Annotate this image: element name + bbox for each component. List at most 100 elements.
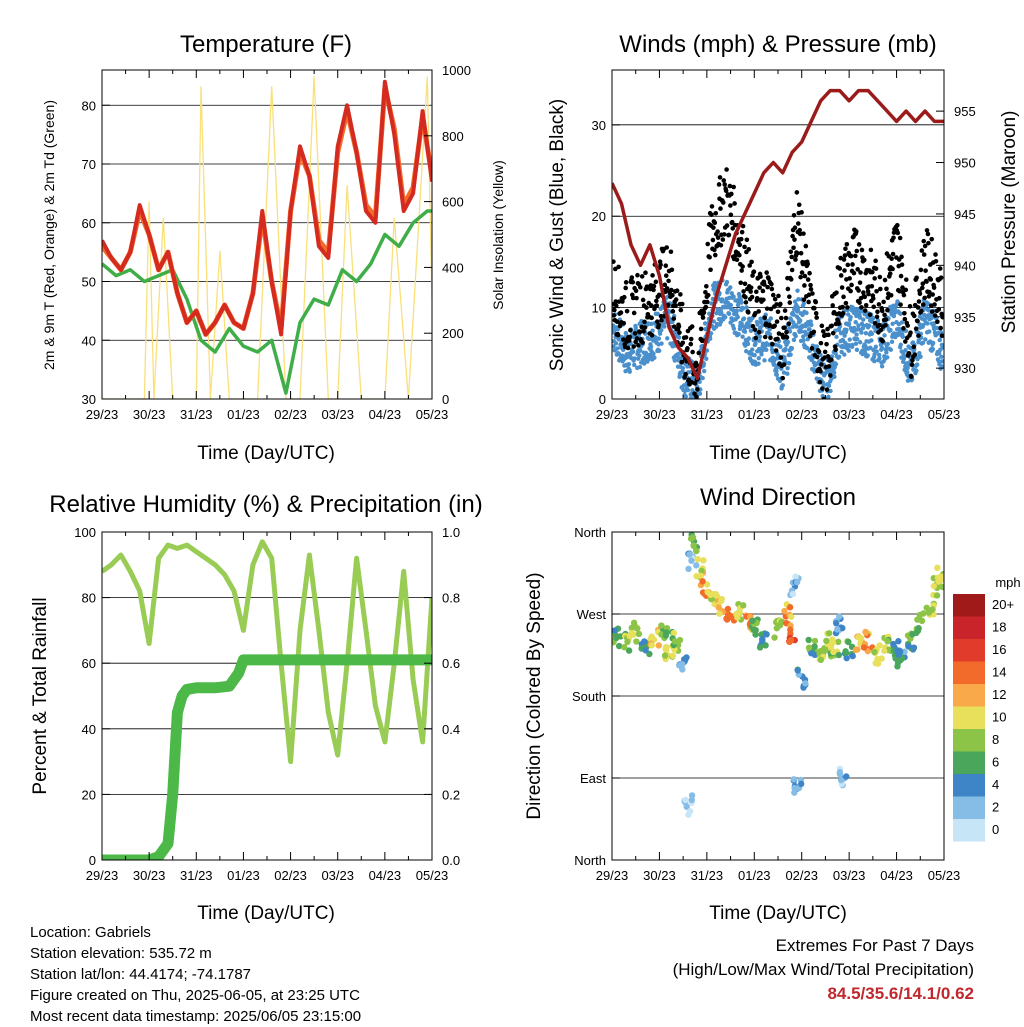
wind-point (740, 306, 746, 311)
gust-point (779, 315, 784, 321)
direction-point (830, 648, 837, 656)
gust-point (870, 296, 876, 301)
direction-point (630, 619, 638, 626)
gust-point (769, 281, 774, 287)
gust-point (814, 354, 820, 360)
gust-point (838, 273, 844, 278)
gust-point (878, 286, 883, 292)
wind-point (826, 394, 831, 399)
extremes-line1: Extremes For Past 7 Days (775, 936, 974, 955)
humidity-ytick-label: 0 (89, 853, 96, 868)
direction-point (934, 564, 941, 572)
temperature-y2tick-label: 600 (442, 195, 464, 210)
gust-point (885, 307, 890, 313)
wind-point (781, 370, 787, 375)
gust-point (729, 191, 734, 197)
gust-point (778, 301, 783, 307)
wind-point (783, 346, 788, 352)
wind-point (739, 300, 744, 305)
gust-point (873, 258, 878, 264)
gust-point (830, 330, 836, 336)
gust-point (782, 308, 788, 313)
gust-point (724, 167, 729, 172)
gust-point (916, 333, 921, 338)
gust-point (612, 259, 616, 264)
wind-point (632, 356, 637, 361)
gust-point (628, 328, 633, 333)
humidity-y2tick-label: 1.0 (442, 525, 460, 540)
gust-point (833, 347, 838, 352)
gust-point (639, 274, 645, 279)
gust-point (918, 267, 924, 273)
direction-point (833, 620, 840, 627)
wind-point (702, 321, 708, 326)
gust-point (906, 351, 912, 356)
direction-point (642, 647, 649, 654)
wind-point (757, 334, 763, 339)
humidity-ylabel: Percent & Total Rainfall (30, 597, 51, 794)
gust-point (744, 237, 750, 243)
temperature-xtick-label: 05/23 (416, 407, 449, 422)
winds-xtick-label: 30/23 (643, 407, 676, 422)
direction-point (823, 637, 830, 645)
direction-point (690, 542, 697, 549)
direction-point (621, 644, 628, 651)
gust-point (728, 203, 733, 208)
gust-point (807, 270, 812, 276)
gust-point (694, 394, 699, 399)
gust-point (761, 297, 766, 303)
wind-point (719, 310, 724, 315)
gust-point (670, 292, 675, 298)
gust-point (913, 326, 919, 331)
direction-point (852, 646, 860, 654)
speed-legend-swatch (953, 706, 985, 729)
winds-xtick-label: 04/23 (880, 407, 913, 422)
gust-point (916, 299, 922, 304)
gust-point (797, 231, 803, 237)
wind-point (728, 285, 733, 290)
wind-point (755, 322, 760, 327)
wind-point (875, 318, 881, 323)
gust-point (908, 330, 913, 335)
gust-point (623, 280, 629, 285)
gust-point (872, 276, 877, 281)
wind-point (889, 339, 895, 344)
gust-point (654, 298, 659, 304)
humidity-y2tick-label: 0.2 (442, 787, 460, 802)
gust-point (644, 305, 649, 310)
gust-point (717, 175, 723, 180)
gust-point (898, 302, 903, 307)
wind-point (872, 358, 877, 364)
gust-point (928, 277, 934, 282)
gust-point (792, 225, 798, 231)
gust-point (683, 371, 688, 377)
wind-point (865, 353, 870, 358)
direction-point (628, 629, 636, 637)
direction-point (693, 547, 700, 555)
gust-point (810, 291, 815, 296)
direction-point (658, 622, 665, 629)
direction-point (699, 578, 706, 585)
gust-point (808, 282, 813, 288)
gust-point (922, 243, 928, 249)
wind_direction-xtick-label: 04/23 (880, 868, 913, 883)
gust-point (836, 321, 842, 326)
gust-point (939, 333, 944, 338)
wind-point (736, 331, 741, 337)
temperature-title: Temperature (F) (180, 31, 352, 58)
wind-point (855, 336, 860, 342)
winds-plot-area (612, 88, 944, 399)
humidity-frame (101, 531, 433, 861)
direction-point (787, 626, 794, 633)
gust-point (914, 275, 919, 281)
wind-point (885, 341, 891, 347)
gust-point (840, 310, 846, 316)
gust-point (778, 355, 784, 360)
wind-point (638, 348, 643, 353)
speed-legend-label: 0 (992, 822, 999, 837)
gust-point (693, 360, 699, 366)
direction-point (655, 642, 662, 649)
wind-point (898, 342, 903, 347)
gust-point (709, 212, 714, 218)
wind-point (708, 331, 714, 336)
